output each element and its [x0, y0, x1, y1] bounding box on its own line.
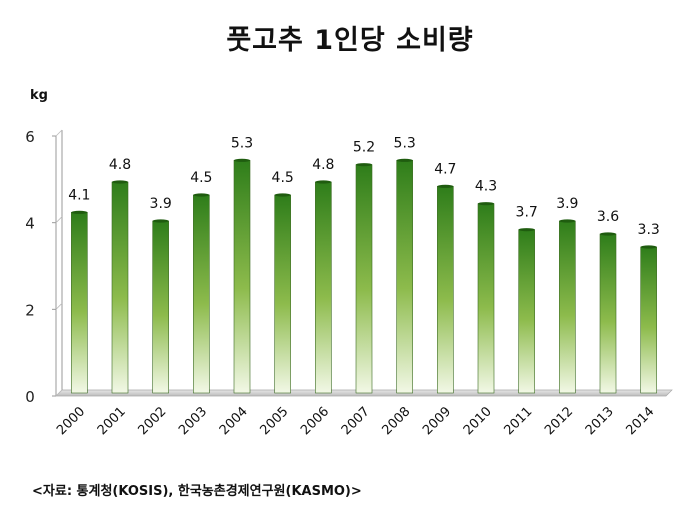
bar-top	[274, 193, 291, 197]
y-axis-unit-label: kg	[30, 88, 48, 103]
x-tick-label: 2013	[583, 404, 617, 438]
bar-top	[71, 210, 88, 214]
x-tick-label: 2012	[542, 404, 576, 438]
source-note: <자료: 통계청(KOSIS), 한국농촌경제연구원(KASMO)>	[32, 484, 362, 499]
bar	[640, 246, 657, 394]
bar	[111, 181, 129, 394]
bar	[315, 181, 332, 394]
bar-top	[640, 245, 657, 249]
bar-top	[356, 163, 372, 167]
bar-top	[234, 158, 250, 162]
bar-top	[315, 180, 332, 184]
bar-top	[193, 193, 210, 197]
y-tick-label: 6	[25, 128, 35, 146]
data-label: 3.9	[150, 196, 172, 212]
bar	[477, 203, 495, 394]
data-label: 3.7	[516, 205, 538, 221]
bar	[355, 164, 373, 394]
x-tick-label: 2003	[176, 404, 210, 438]
y-tick-label: 4	[25, 215, 35, 233]
bar-top	[600, 232, 616, 236]
x-tick-label: 2006	[298, 404, 332, 438]
y-tick-label: 2	[25, 301, 35, 319]
bar	[518, 229, 535, 394]
bar-top	[112, 180, 128, 184]
chart-title: 풋고추 1인당 소비량	[226, 25, 474, 56]
data-label: 3.9	[556, 196, 578, 212]
x-tick-label: 2009	[420, 404, 454, 438]
x-tick-label: 2000	[54, 404, 88, 438]
x-tick-label: 2011	[501, 404, 535, 438]
bar	[437, 186, 454, 394]
bar	[193, 194, 210, 394]
bar	[274, 194, 291, 394]
bar	[599, 233, 617, 394]
data-label: 4.7	[434, 161, 456, 177]
bar	[152, 220, 169, 394]
y-tick-depth-line	[55, 389, 63, 397]
data-label: 3.6	[597, 209, 619, 225]
x-tick-label: 2005	[257, 404, 291, 438]
y-tick-depth-line	[55, 303, 63, 310]
bar-top	[152, 219, 169, 223]
bars	[71, 158, 657, 394]
bar	[559, 220, 576, 394]
data-label: 4.3	[475, 179, 497, 195]
data-label: 4.5	[272, 170, 294, 186]
bar-top	[437, 184, 454, 188]
bar-top	[396, 158, 413, 162]
bar-top	[478, 202, 494, 206]
y-tick-depth-line	[55, 129, 63, 137]
data-label: 5.3	[394, 135, 416, 151]
x-tick-label: 2008	[379, 404, 413, 438]
x-tick-label: 2001	[95, 404, 129, 438]
data-label: 4.8	[312, 157, 334, 173]
data-label: 4.8	[109, 157, 131, 173]
data-label: 4.5	[190, 170, 212, 186]
bar	[396, 160, 413, 394]
x-tick-label: 2010	[461, 404, 495, 438]
x-tick-label: 2004	[217, 404, 251, 438]
data-label: 4.1	[68, 187, 90, 203]
data-label: 3.3	[638, 222, 660, 238]
x-tick-label: 2007	[339, 404, 373, 438]
bar-top	[518, 228, 535, 232]
data-label: 5.3	[231, 135, 253, 151]
x-tick-label: 2014	[623, 404, 657, 438]
data-label: 5.2	[353, 140, 375, 156]
y-tick-label: 0	[25, 388, 35, 406]
x-tick-label: 2002	[135, 404, 169, 438]
bar	[233, 160, 251, 394]
y-tick-depth-line	[55, 216, 63, 223]
bar	[71, 212, 88, 394]
bar-top	[559, 219, 576, 223]
